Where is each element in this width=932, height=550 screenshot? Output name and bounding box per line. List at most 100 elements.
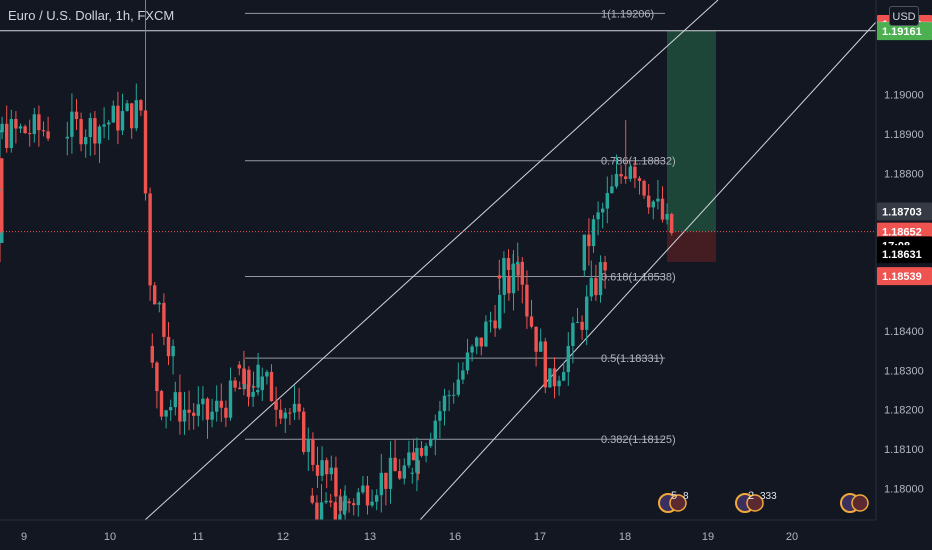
candle-body [379,472,383,496]
candle-body [539,341,543,352]
candle-body [134,100,138,129]
candle-body [157,302,161,305]
candle-body [493,320,497,329]
candle-body [375,495,379,502]
x-tick-label: 11 [192,531,203,543]
candle-body [456,379,460,395]
candle-body [237,364,241,369]
candle-body [139,100,143,111]
candle-body [438,411,442,421]
candle-body [74,111,79,120]
candle-body [507,276,511,294]
x-tick-label: 13 [364,531,376,543]
candle-body [107,122,111,125]
candle-body [596,212,600,220]
candle-body [665,213,669,220]
x-tick-label: 12 [277,531,289,543]
event-sub: 8 [683,491,689,502]
candle-body [256,390,260,392]
candle-body [338,496,343,511]
candle-body [497,275,501,279]
candle-body [219,400,223,408]
candle-body [594,278,598,296]
candle-body [402,465,406,479]
candle-body [192,412,196,416]
candle-body [279,409,283,419]
x-tick-label: 19 [702,531,714,543]
candle-body [171,346,175,357]
candle-body [429,439,433,446]
candle-body [302,411,306,452]
candle-body [591,219,596,247]
candle-body [297,403,301,412]
candle-body [442,395,447,412]
candle-body [601,208,605,213]
x-tick-label: 18 [619,531,631,543]
candle-body [614,173,619,187]
candle-body [0,200,4,232]
candle-body [28,133,32,135]
candle-body [143,110,148,194]
candle-body [334,467,338,497]
candle-body [0,192,4,201]
candle-body [516,261,520,265]
price-badge [877,22,932,41]
y-tick-label: 1.19000 [884,90,924,102]
candle-body [70,111,74,137]
price-badge-label: 1.18539 [882,271,922,283]
candle-body [325,460,329,475]
candle-body [315,464,320,476]
candle-body [589,278,593,297]
candle-body [14,119,18,129]
candle-body [511,263,516,294]
candle-body [32,114,36,134]
candle-body [388,457,393,489]
candle-body [571,322,575,346]
candle-body [465,352,470,371]
candle-body [306,439,310,452]
price-badge [877,222,932,241]
candle-body [587,234,591,247]
candle-body [470,346,474,353]
candle-body [319,502,324,522]
candle-body [361,485,365,493]
currency-button[interactable]: USD [889,6,919,26]
candle-body [329,500,333,503]
x-tick-label: 20 [786,531,798,543]
candle-body [150,346,154,363]
candle-body [164,410,168,417]
candle-body [324,500,328,503]
candle-body [283,412,287,419]
candle-body [238,387,242,390]
candle-body [269,371,274,402]
candle-body [342,501,347,515]
candle-body [370,501,374,506]
candle-body [233,380,237,388]
candle-body [79,119,83,145]
candle-body [215,400,219,412]
candle-body [411,452,416,461]
candle-body [187,409,191,413]
candle-body [529,316,534,327]
candle-body [419,447,424,456]
candle-body [534,326,538,352]
candle-body [102,124,106,127]
candle-body [260,376,264,391]
candle-body [130,103,134,129]
candle-body [582,234,586,271]
candle-body [356,492,360,506]
candle-body [552,368,557,387]
x-tick-label: 10 [104,531,116,543]
candle-body [628,166,632,179]
candle-body [93,118,97,144]
candle-body [65,136,69,139]
candle-body [647,195,651,208]
candle-body [479,337,483,347]
candle-body [410,472,414,474]
candle-body [660,198,665,220]
candle-body [169,407,173,411]
candle-body [247,369,251,387]
x-tick-label: 16 [449,531,461,543]
